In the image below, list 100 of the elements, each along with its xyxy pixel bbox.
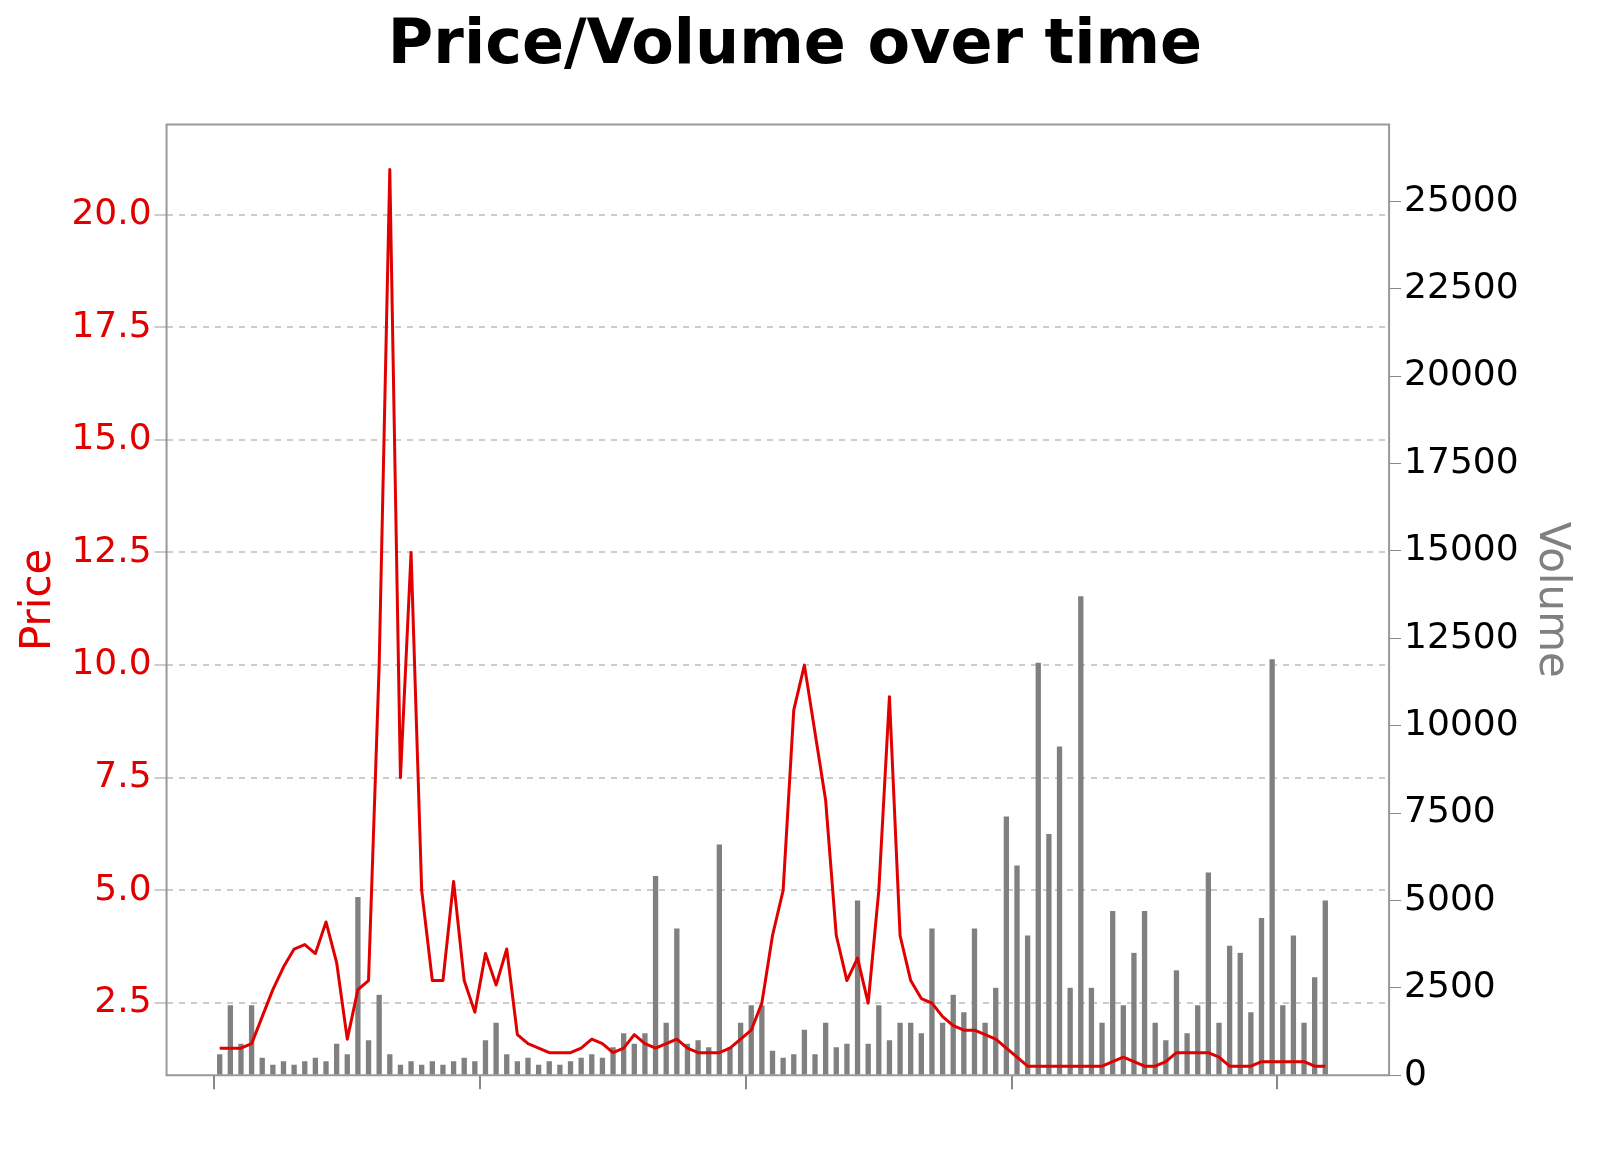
bar [1056, 746, 1063, 1075]
bar [908, 1022, 914, 1075]
bar [642, 1033, 648, 1075]
bar [982, 1022, 988, 1075]
bar [280, 1061, 287, 1075]
bar [493, 1022, 499, 1075]
bar [440, 1064, 446, 1075]
bar [387, 1054, 393, 1075]
bar [589, 1054, 595, 1075]
bar [865, 1043, 871, 1075]
bar [1035, 662, 1041, 1075]
bar [408, 1061, 414, 1075]
bar [1078, 596, 1084, 1075]
bar [716, 844, 723, 1075]
y2-tick-label: 2500 [1404, 964, 1496, 1006]
bar [1088, 987, 1095, 1075]
bar [1110, 910, 1116, 1075]
bar [504, 1054, 510, 1075]
bar [876, 1005, 882, 1075]
bar [376, 994, 382, 1075]
y2-tick-label: 5000 [1404, 876, 1496, 918]
bar [1322, 900, 1328, 1075]
bar [812, 1054, 818, 1075]
bar [1258, 917, 1265, 1075]
bar [674, 928, 680, 1075]
bar [514, 1061, 521, 1075]
y-tick-label: 2.5 [94, 979, 152, 1021]
y2-axis-title: Volume [1529, 521, 1579, 678]
bar [801, 1029, 808, 1075]
bar [939, 1022, 946, 1075]
bar [482, 1040, 489, 1075]
bar [578, 1057, 584, 1075]
y-tick-label: 12.5 [71, 528, 152, 570]
bar [780, 1057, 786, 1075]
bar [833, 1047, 839, 1075]
bar [429, 1061, 435, 1075]
bar [695, 1040, 701, 1075]
y-tick-label: 10.0 [71, 641, 152, 683]
y2-tick-label: 0 [1404, 1051, 1427, 1093]
bar [759, 1005, 765, 1075]
y-tick-label: 15.0 [71, 416, 152, 458]
y-tick-label: 5.0 [94, 866, 152, 908]
y-tick-label: 17.5 [71, 303, 152, 345]
y-tick-label: 20.0 [71, 190, 152, 232]
bar [844, 1043, 850, 1075]
bar [546, 1061, 552, 1075]
bar [323, 1061, 329, 1075]
bar [557, 1064, 563, 1075]
y2-tick-label: 20000 [1404, 352, 1519, 394]
bar [291, 1064, 297, 1075]
bar [1216, 1022, 1222, 1075]
bar [1226, 945, 1233, 1075]
bar [270, 1064, 276, 1075]
bar [897, 1022, 903, 1075]
y-tick-label: 7.5 [94, 754, 152, 796]
bar [567, 1061, 574, 1075]
bar [217, 1054, 223, 1075]
bar [344, 1054, 350, 1075]
y2-tick-label: 7500 [1404, 789, 1496, 831]
bar [929, 928, 935, 1075]
bar [823, 1022, 829, 1075]
bar [652, 875, 659, 1075]
bar [1248, 1012, 1254, 1075]
bar [727, 1047, 733, 1075]
bar [302, 1061, 308, 1075]
bar [1237, 952, 1243, 1075]
y2-tick-label: 12500 [1404, 614, 1519, 656]
bar [450, 1061, 457, 1075]
bar [333, 1043, 340, 1075]
bar [1269, 659, 1275, 1075]
chart-title: Price/Volume over time [387, 5, 1203, 79]
bar [1099, 1022, 1105, 1075]
y2-tick-label: 25000 [1404, 177, 1519, 219]
bar [1014, 865, 1020, 1075]
bar [886, 1040, 893, 1075]
bar [1003, 816, 1010, 1075]
y2-tick-label: 15000 [1404, 527, 1519, 569]
bar [1131, 952, 1137, 1075]
bar [1141, 910, 1148, 1075]
bar [1067, 987, 1073, 1075]
bar [971, 928, 978, 1075]
y2-tick-label: 22500 [1404, 265, 1519, 307]
bar [1205, 872, 1212, 1075]
bar [1184, 1033, 1190, 1075]
bar [1046, 834, 1052, 1075]
bar [1173, 970, 1180, 1075]
bar [791, 1054, 797, 1075]
bar [918, 1033, 924, 1075]
bar [1312, 977, 1318, 1075]
bar [769, 1050, 776, 1075]
bar [355, 896, 361, 1075]
bar [472, 1061, 478, 1075]
bar [1301, 1022, 1307, 1075]
bar [1290, 935, 1297, 1075]
bar [525, 1057, 531, 1075]
y-axis-title: Price [11, 548, 61, 652]
bar [961, 1012, 967, 1075]
y2-tick-label: 10000 [1404, 702, 1519, 743]
bar [365, 1040, 372, 1075]
bar [631, 1043, 637, 1075]
